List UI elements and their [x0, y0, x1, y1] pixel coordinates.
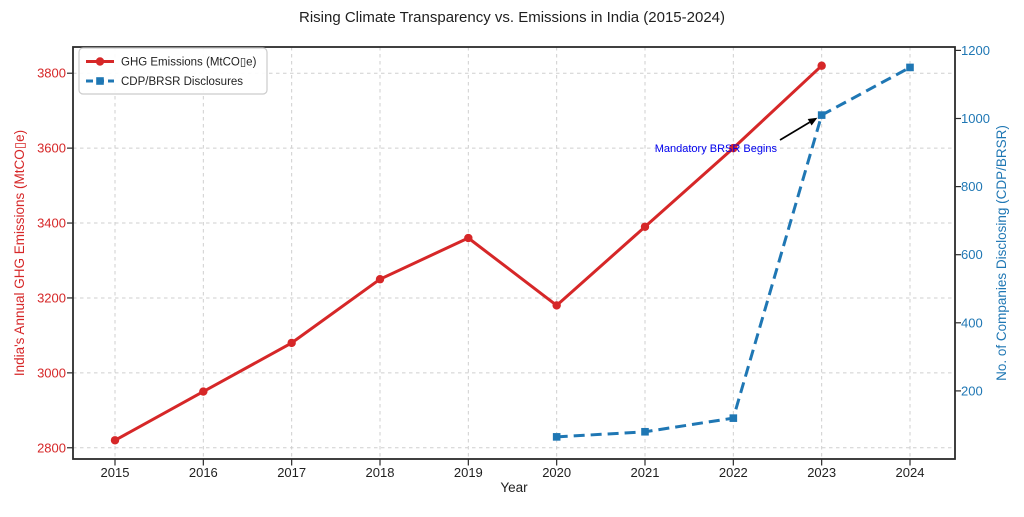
legend-marker	[96, 77, 104, 85]
x-tick-label: 2015	[101, 465, 130, 480]
left-tick-label: 3000	[37, 365, 66, 380]
annotation-arrowhead	[807, 117, 818, 126]
x-tick-label: 2017	[277, 465, 306, 480]
x-tick-label: 2021	[631, 465, 660, 480]
data-point	[110, 436, 120, 445]
legend-label: CDP/BRSR Disclosures	[121, 76, 243, 88]
x-tick-label: 2019	[454, 465, 483, 480]
data-point	[641, 427, 649, 436]
right-tick-label: 1200	[961, 43, 990, 58]
left-tick-label: 3800	[37, 66, 66, 81]
annotation-arrow	[779, 121, 811, 141]
data-point	[287, 338, 296, 348]
data-point	[906, 63, 914, 72]
left-axis-label: India's Annual GHG Emissions (MtCO▯e)	[12, 130, 27, 376]
left-tick-label: 3200	[37, 290, 66, 305]
annotation-text: Mandatory BRSR Begins	[655, 143, 778, 155]
x-tick-label: 2022	[719, 465, 748, 480]
data-point	[199, 387, 208, 396]
grid-layer	[73, 47, 955, 459]
data-point	[464, 233, 473, 243]
left-tick-label: 2800	[37, 440, 66, 455]
right-tick-label: 200	[961, 383, 983, 398]
legend-marker	[95, 57, 105, 66]
plot-border	[72, 46, 956, 460]
annotation-layer: Mandatory BRSR Begins	[655, 117, 818, 155]
legend-label: GHG Emissions (MtCO▯e)	[121, 57, 257, 69]
chart-title: Rising Climate Transparency vs. Emission…	[299, 9, 725, 26]
right-tick-label: 400	[961, 315, 983, 330]
x-tick-label: 2024	[896, 465, 925, 480]
right-axis-label: No. of Companies Disclosing (CDP/BRSR)	[994, 125, 1009, 381]
legend: GHG Emissions (MtCO▯e) CDP/BRSR Disclosur…	[78, 47, 268, 95]
data-point	[640, 222, 650, 231]
data-point	[552, 301, 561, 310]
data-point	[552, 433, 561, 441]
legend-box	[78, 47, 268, 95]
x-tick-label: 2020	[542, 465, 571, 480]
data-point	[729, 143, 738, 153]
x-tick-label: 2023	[807, 465, 836, 480]
data-point	[375, 275, 385, 284]
left-tick-label: 3400	[37, 216, 66, 231]
series-layer	[110, 61, 914, 445]
left-tick-label: 3600	[37, 141, 66, 156]
axes-layer: 2015 2016 2017 2018 2019 2020 2021 2022 2023 2024…	[37, 43, 990, 480]
right-tick-label: 1000	[961, 111, 990, 126]
x-tick-label: 2016	[189, 465, 218, 480]
right-tick-label: 600	[961, 247, 983, 262]
x-tick-label: 2018	[366, 465, 395, 480]
data-point	[817, 61, 826, 70]
data-point	[729, 414, 738, 422]
data-point	[817, 111, 826, 119]
x-axis-label: Year	[500, 480, 528, 495]
right-tick-label: 800	[961, 179, 983, 194]
